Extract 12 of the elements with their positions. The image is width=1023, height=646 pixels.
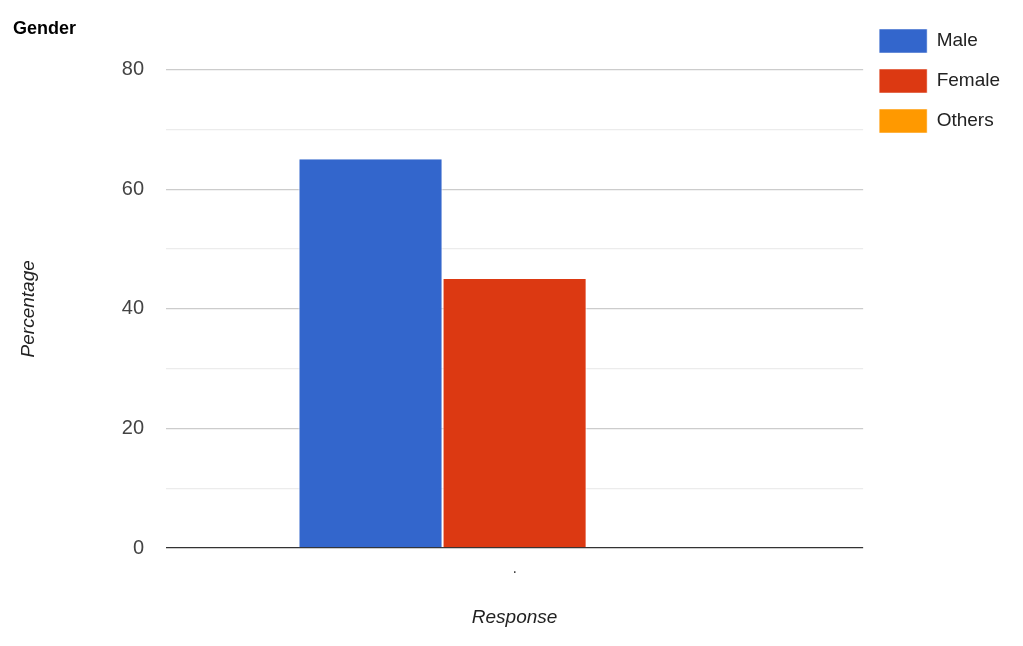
- y-tick-label: 0: [132, 535, 145, 558]
- legend-label: Female: [936, 69, 1000, 91]
- y-tick-label: 80: [121, 57, 145, 80]
- y-tick-label: 40: [121, 296, 145, 319]
- chart-title: Gender: [13, 17, 77, 38]
- legend-label: Male: [936, 29, 978, 51]
- legend-label: Others: [936, 109, 994, 131]
- y-tick-label: 20: [121, 415, 145, 438]
- y-tick-label: 60: [121, 176, 145, 199]
- x-axis-title: Response: [471, 605, 558, 627]
- y-axis-title: Percentage: [16, 260, 38, 358]
- x-tick-label: .: [512, 559, 517, 577]
